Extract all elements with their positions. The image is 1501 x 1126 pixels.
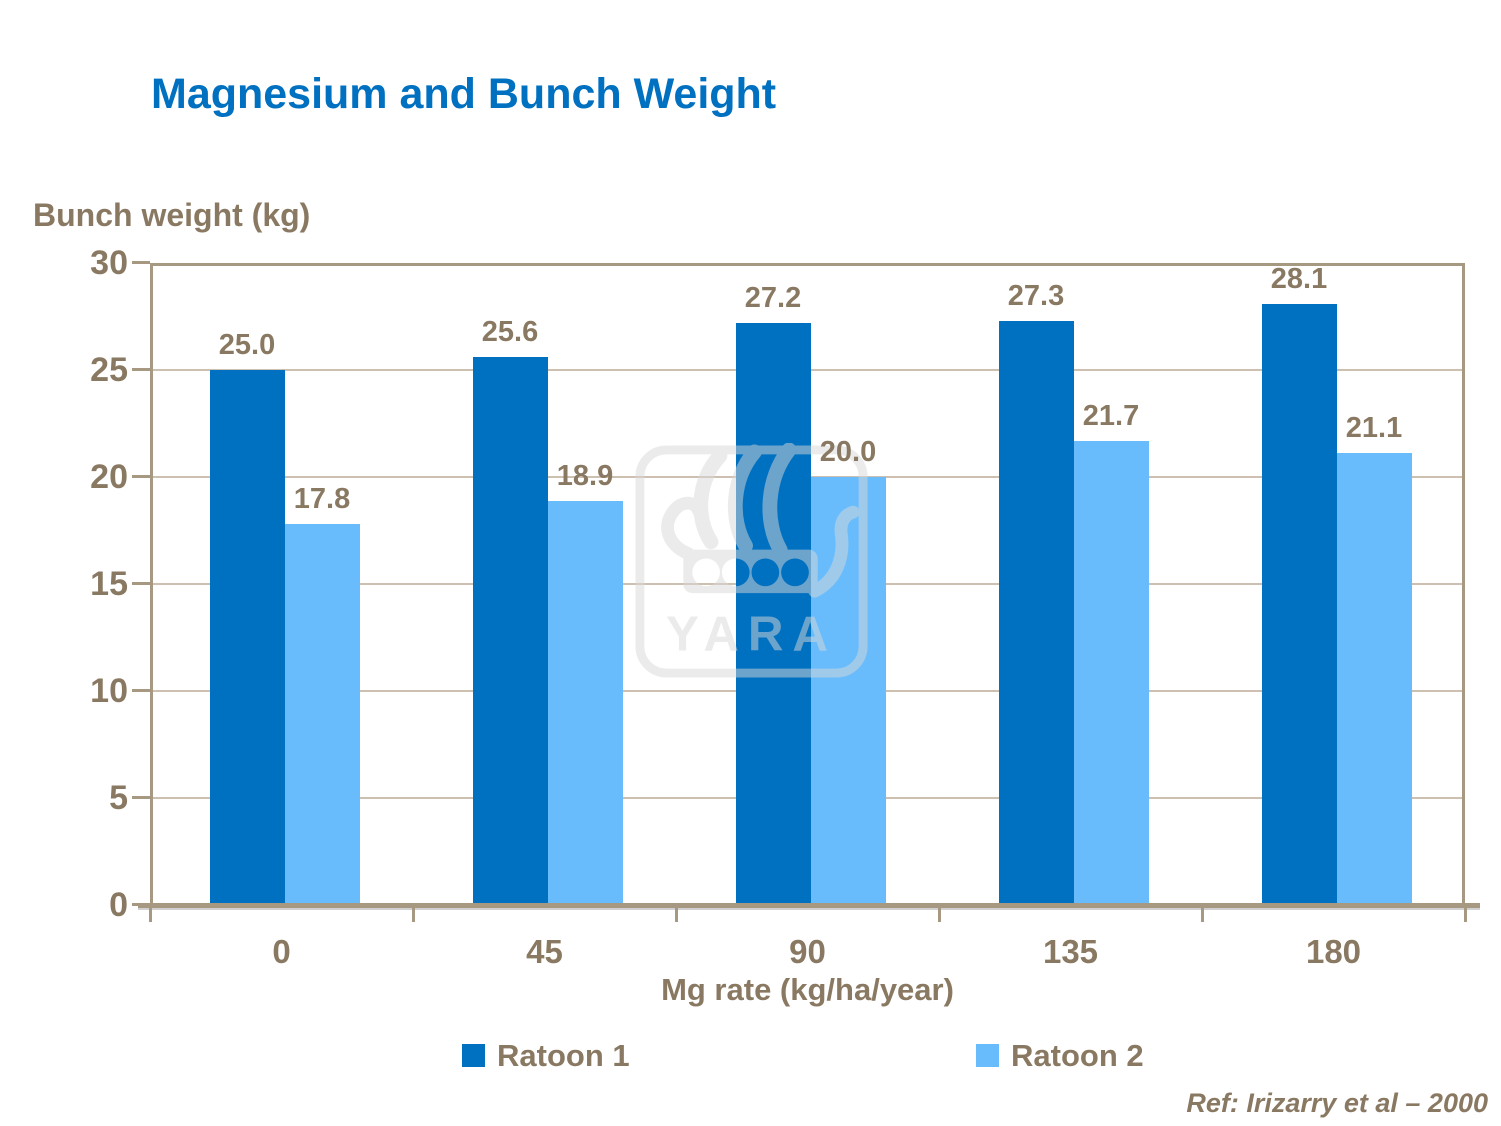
bar-ratoon-2-135 — [1073, 440, 1149, 905]
value-label: 20.0 — [819, 436, 877, 468]
value-label: 21.1 — [1345, 412, 1403, 445]
legend-swatch — [462, 1044, 485, 1067]
x-tick-mark — [148, 905, 152, 922]
y-tick-mark — [132, 689, 150, 692]
x-tick-label-0: 0 — [272, 933, 291, 970]
value-label: 28.1 — [1270, 262, 1328, 295]
y-tick-label: 30 — [90, 244, 128, 282]
bar-ratoon-1-45 — [472, 357, 548, 905]
x-tick-label-180: 180 — [1305, 933, 1362, 970]
bar-ratoon-2-90 — [810, 477, 886, 905]
legend-label: Ratoon 2 — [1011, 1038, 1144, 1073]
x-tick-mark — [674, 905, 678, 922]
y-tick-label: 0 — [109, 886, 128, 924]
y-tick-label: 15 — [90, 565, 128, 603]
y-tick-label: 10 — [90, 672, 128, 710]
bar-ratoon-2-45 — [547, 500, 623, 905]
y-tick-mark — [132, 475, 150, 478]
x-tick-label-90: 90 — [789, 933, 826, 970]
value-label: 25.6 — [481, 316, 539, 349]
value-label: 25.0 — [218, 329, 276, 361]
x-tick-mark — [937, 905, 941, 922]
bar-ratoon-2-180 — [1336, 453, 1412, 905]
bar-ratoon-1-0 — [209, 370, 285, 905]
legend-item-ratoon-2: Ratoon 2 — [976, 1040, 1144, 1071]
bar-ratoon-1-90 — [735, 322, 811, 905]
bar-ratoon-1-180 — [1261, 303, 1337, 905]
bar-ratoon-2-0 — [284, 524, 360, 905]
plot-area: 25.0 17.8 25.6 18.9 27.2 20.0 27.3 21.7 28.1 21.1 — [150, 263, 1465, 905]
y-tick-label: 20 — [90, 458, 128, 496]
y-tick-mark — [132, 796, 150, 799]
value-label: 27.2 — [744, 281, 802, 314]
x-tick-label-135: 135 — [1042, 933, 1099, 970]
y-tick-label: 5 — [109, 779, 128, 817]
x-tick-label-45: 45 — [526, 933, 563, 970]
value-label: 18.9 — [556, 459, 614, 492]
x-tick-mark — [1463, 905, 1467, 922]
legend-label: Ratoon 1 — [497, 1038, 630, 1073]
slide-title: Magnesium and Bunch Weight — [151, 70, 777, 118]
legend: Ratoon 1 Ratoon 2 — [0, 1040, 1501, 1080]
value-label: 17.8 — [293, 483, 351, 516]
reference-text: Ref: Irizarry et al – 2000 — [1186, 1088, 1488, 1118]
x-axis-line — [138, 903, 1480, 908]
x-tick-mark — [411, 905, 415, 922]
x-tick-mark — [1200, 905, 1204, 922]
y-tick-mark — [132, 261, 150, 264]
legend-item-ratoon-1: Ratoon 1 — [462, 1040, 630, 1071]
y-tick-label: 25 — [90, 351, 128, 389]
y-tick-mark — [132, 582, 150, 585]
legend-swatch — [976, 1044, 999, 1067]
value-label: 21.7 — [1082, 399, 1140, 432]
x-axis-title: Mg rate (kg/ha/year) — [661, 972, 954, 1007]
y-axis-title: Bunch weight (kg) — [33, 197, 311, 233]
bar-ratoon-1-135 — [998, 320, 1074, 905]
y-tick-mark — [132, 368, 150, 371]
value-label: 27.3 — [1007, 279, 1065, 312]
